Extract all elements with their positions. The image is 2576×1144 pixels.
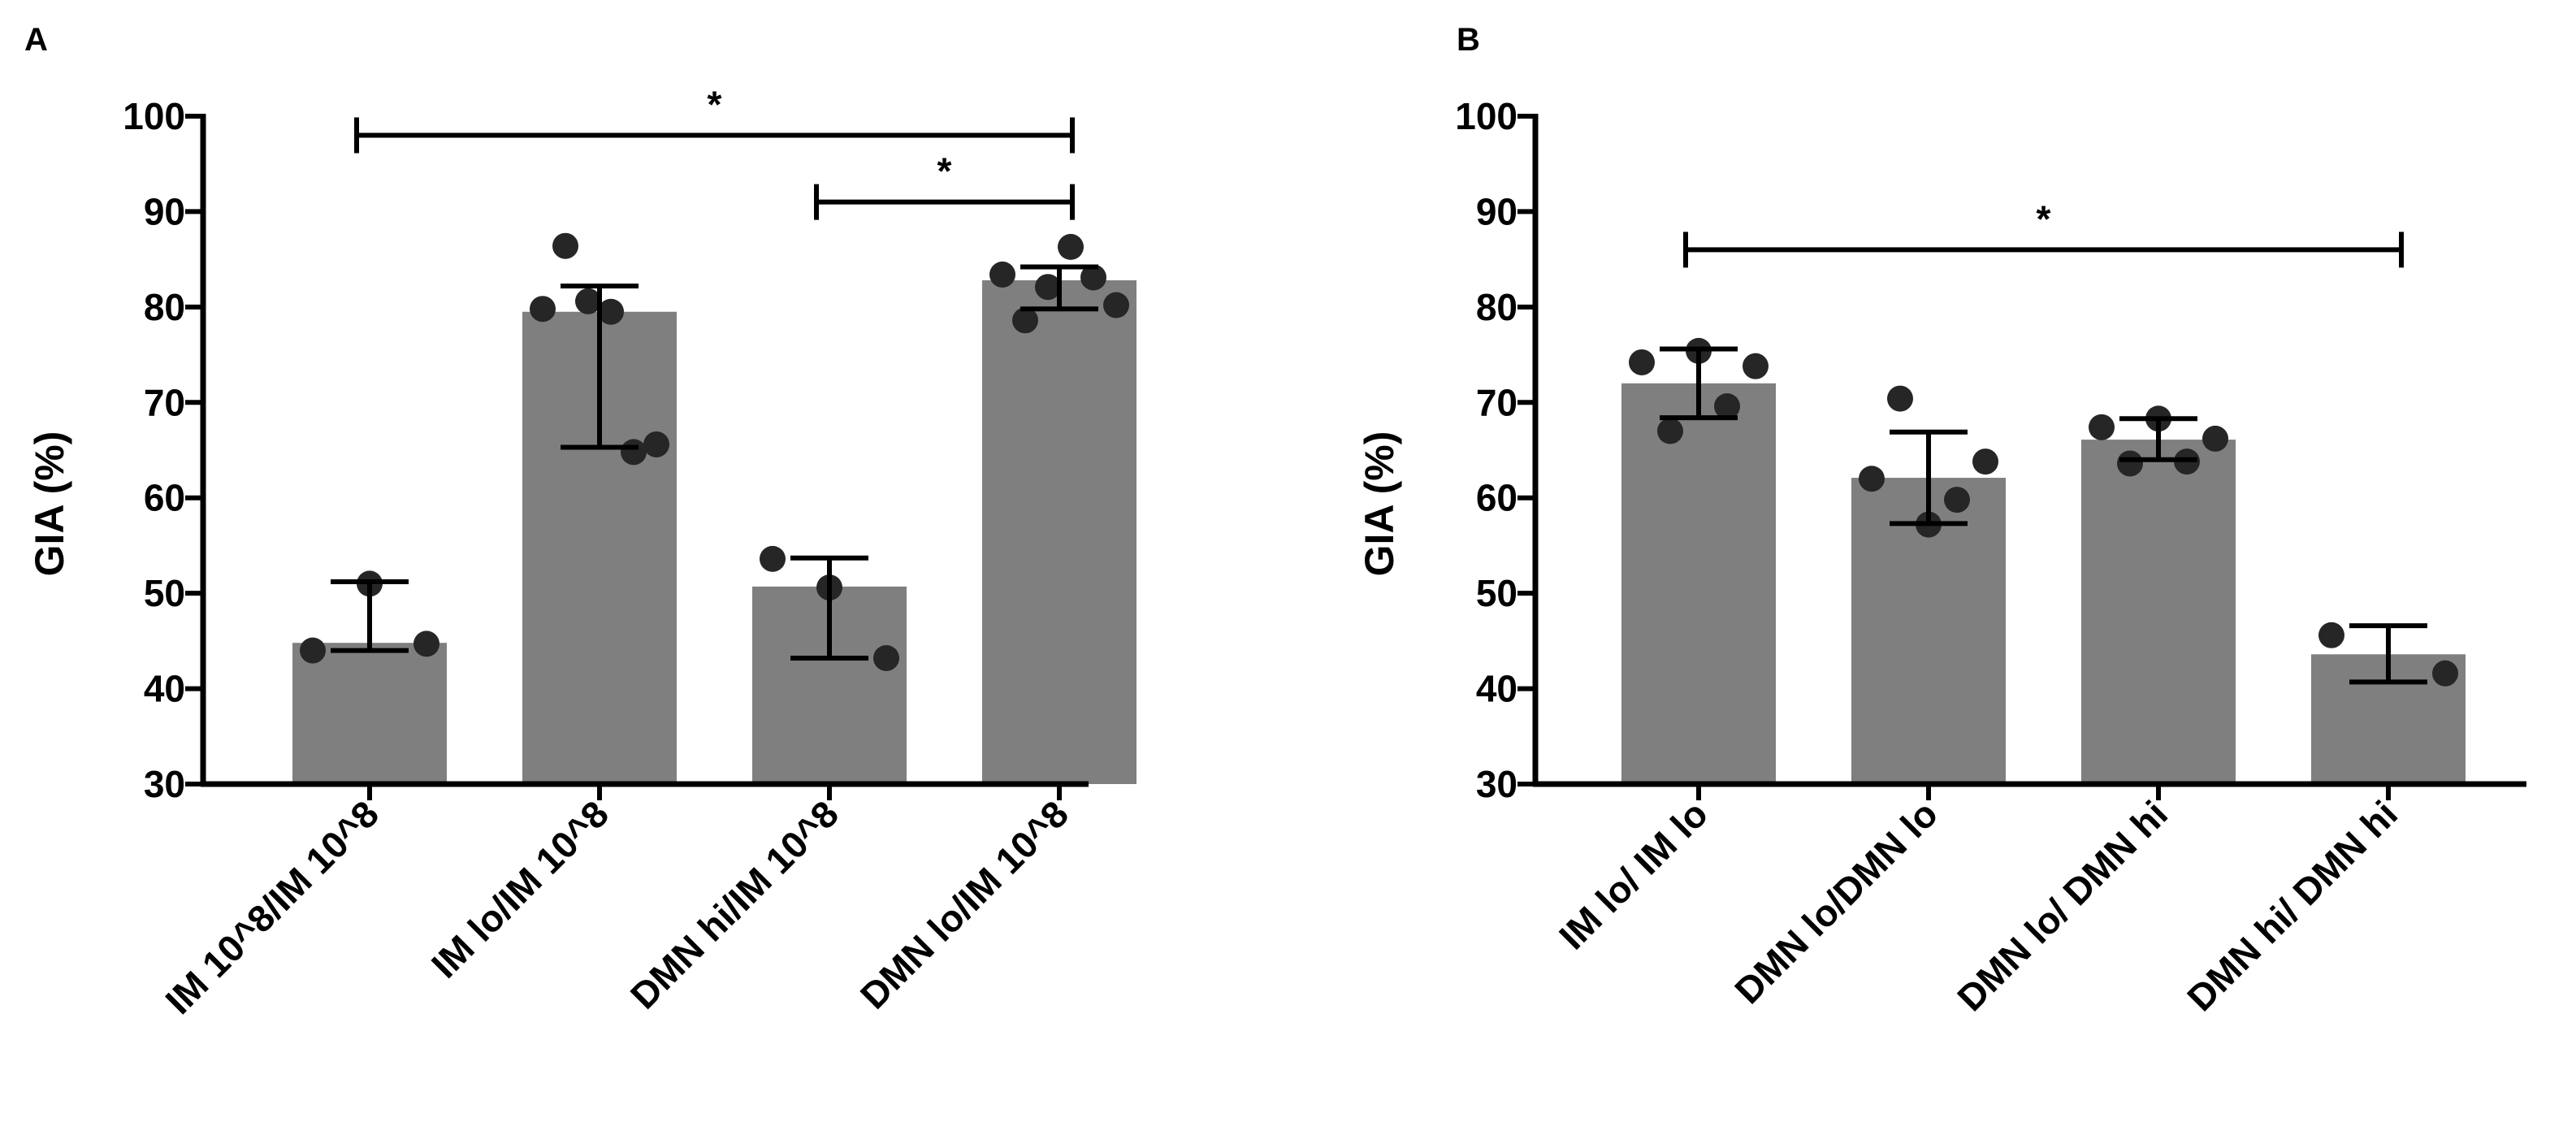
data-point: [575, 288, 601, 314]
x-tick-label: DMN hi/IM 10^8: [622, 792, 846, 1016]
data-point: [873, 644, 899, 671]
data-point: [1859, 466, 1885, 492]
axes-b: [1532, 114, 2526, 800]
y-tick-label: 30: [144, 763, 185, 805]
y-tick-label: 60: [1476, 477, 1517, 519]
data-point: [1103, 292, 1129, 318]
y-ticks-b: 30 40 50 60 70 80 90 100: [1455, 95, 1535, 805]
y-axis-label-a: GIA (%): [27, 431, 72, 577]
data-point: [598, 298, 624, 325]
data-point: [2117, 450, 2143, 477]
x-tick-label: IM lo/ IM lo: [1551, 792, 1716, 957]
data-point: [1629, 349, 1655, 375]
significance-star: *: [2037, 197, 2051, 240]
y-tick-label: 80: [144, 286, 185, 328]
bar: [1621, 383, 1776, 784]
x-tick-label: DMN lo/DMN lo: [1726, 792, 1946, 1012]
y-tick-label: 90: [1476, 190, 1517, 232]
y-tick-label: 90: [144, 190, 185, 232]
y-tick-label: 50: [1476, 572, 1517, 614]
panel-label-a: A: [24, 22, 48, 58]
y-tick-label: 40: [144, 668, 185, 710]
bars-a: [292, 280, 1136, 784]
panel-a: A GIA (%) 30 40 50 60 70 80 90 100 IM 10^8/IM 1…: [24, 22, 1136, 1022]
data-point: [530, 296, 556, 323]
bar: [292, 643, 447, 784]
data-point: [552, 232, 578, 259]
data-point: [643, 431, 669, 457]
axes-a: [200, 114, 1089, 800]
data-point: [2318, 622, 2344, 648]
error-bars-a: [331, 264, 1098, 661]
y-tick-label: 80: [1476, 286, 1517, 328]
y-tick-label: 100: [1455, 95, 1517, 137]
panel-label-b: B: [1457, 22, 1480, 58]
x-tick-label: DMN lo/ DMN hi: [1949, 792, 2176, 1019]
data-point: [2089, 414, 2115, 440]
y-tick-label: 100: [123, 95, 185, 137]
significance-a: **: [354, 83, 1075, 220]
x-tick-label: DMN lo/IM 10^8: [852, 792, 1076, 1016]
significance-star: *: [937, 150, 952, 193]
panel-b: B GIA (%) 30 40 50 60 70 80 90 100 IM lo/ IM lo…: [1357, 22, 2526, 1019]
data-point: [1657, 418, 1683, 444]
y-tick-label: 60: [144, 477, 185, 519]
significance-star: *: [708, 83, 722, 125]
bar: [982, 280, 1136, 784]
data-point: [300, 637, 326, 664]
data-point: [1972, 448, 1998, 475]
y-tick-label: 70: [1476, 381, 1517, 423]
data-point: [989, 261, 1015, 288]
bars-b: [1621, 383, 2466, 784]
x-tick-labels-b: IM lo/ IM lo DMN lo/DMN lo DMN lo/ DMN hi D…: [1551, 792, 2405, 1019]
data-point: [1080, 264, 1106, 291]
data-point: [1714, 392, 1740, 419]
data-point: [413, 630, 439, 657]
y-tick-label: 70: [144, 381, 185, 423]
points-b: [1629, 337, 2458, 687]
data-point: [621, 439, 647, 466]
y-tick-label: 30: [1476, 763, 1517, 805]
y-tick-label: 40: [1476, 668, 1517, 710]
data-point: [1012, 307, 1038, 334]
error-bars-b: [1660, 346, 2427, 685]
data-point: [1035, 274, 1061, 301]
x-tick-labels-a: IM 10^8/IM 10^8 IM lo/IM 10^8 DMN hi/IM 10…: [157, 792, 1076, 1022]
data-point: [1058, 233, 1084, 260]
y-ticks-a: 30 40 50 60 70 80 90 100: [123, 95, 203, 805]
x-tick-label: IM 10^8/IM 10^8: [157, 792, 387, 1022]
y-tick-label: 50: [144, 572, 185, 614]
data-point: [2202, 425, 2228, 452]
data-point: [1944, 487, 1970, 514]
data-point: [1887, 385, 1913, 412]
data-point: [1743, 353, 1769, 379]
data-point: [2432, 660, 2458, 687]
x-tick-label: IM lo/IM 10^8: [423, 792, 617, 986]
y-axis-label-b: GIA (%): [1357, 431, 1402, 577]
x-tick-label: DMN hi/ DMN hi: [2179, 792, 2405, 1019]
data-point: [760, 545, 786, 572]
bar: [2081, 440, 2236, 784]
significance-b: *: [1683, 197, 2404, 268]
